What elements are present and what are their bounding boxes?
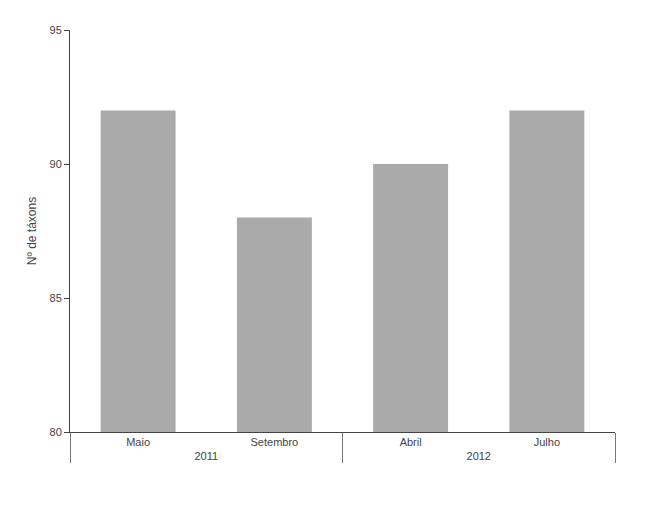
- svg-text:80: 80: [50, 426, 62, 438]
- svg-text:90: 90: [50, 158, 62, 170]
- svg-text:Julho: Julho: [534, 436, 560, 448]
- svg-text:Maio: Maio: [126, 436, 150, 448]
- svg-text:2011: 2011: [194, 450, 218, 462]
- svg-text:85: 85: [50, 292, 62, 304]
- svg-text:95: 95: [50, 24, 62, 36]
- svg-text:Abril: Abril: [400, 436, 422, 448]
- svg-text:Nº de táxons: Nº de táxons: [25, 197, 39, 265]
- svg-text:2012: 2012: [467, 450, 491, 462]
- svg-text:Setembro: Setembro: [251, 436, 299, 448]
